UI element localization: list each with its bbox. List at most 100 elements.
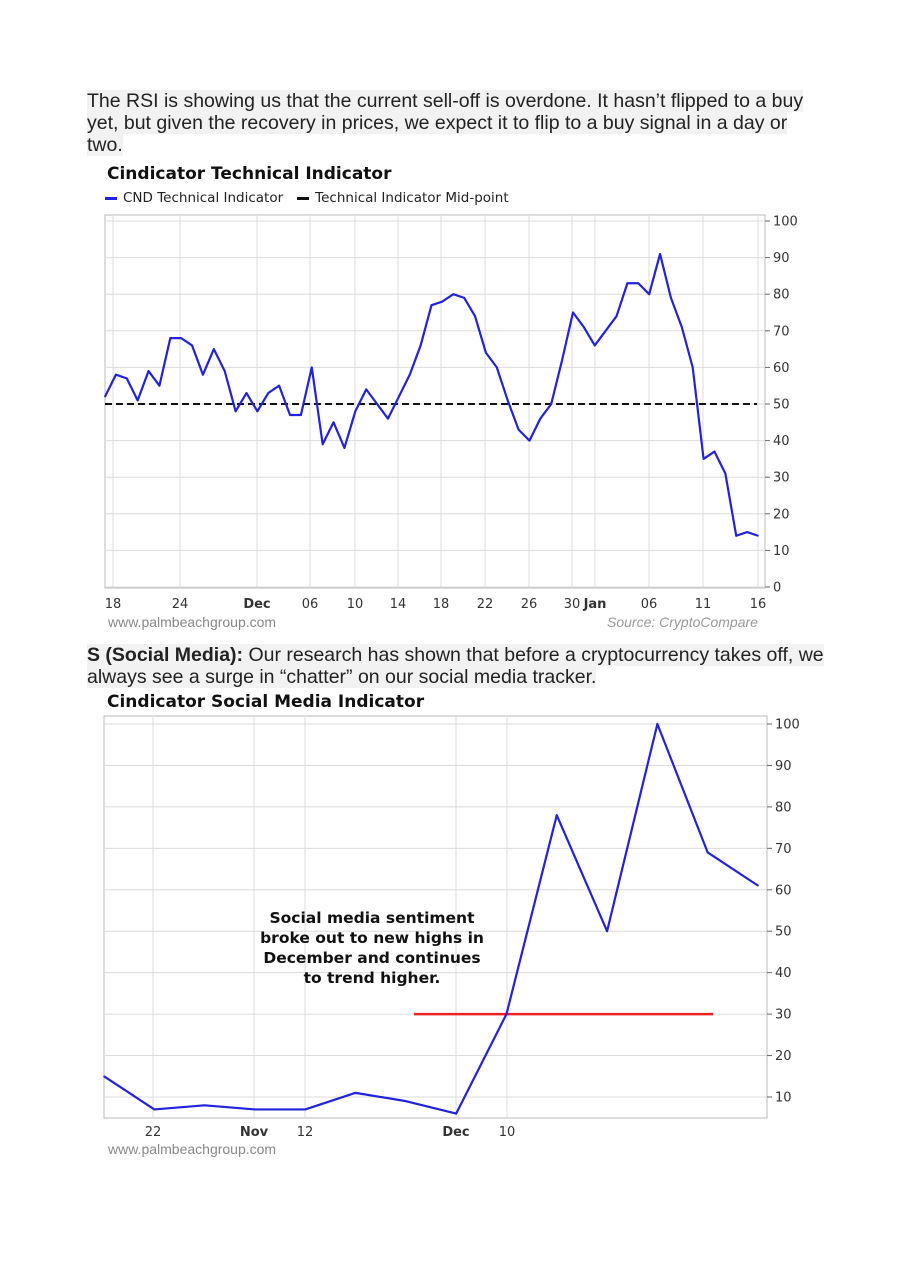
data-point [746,531,748,533]
y-tick-label: 30 [773,471,790,486]
y-tick-label: 60 [775,883,792,898]
data-point [757,534,759,537]
y-tick-label: 40 [775,966,792,981]
x-tick-label: 16 [750,597,767,612]
x-tick-label: 18 [105,597,122,612]
legend-item-cnd: CND Technical Indicator [105,190,283,206]
data-point [496,366,498,369]
data-point [153,1108,156,1111]
social-indicator-line [103,722,759,1115]
data-point [670,297,672,299]
data-point [136,399,139,402]
data-point [474,315,476,317]
legend-swatch-midpoint [297,196,310,200]
data-point [332,421,335,424]
social-media-indicator-chart: 22 Nov 12 Dec 10 10 20 30 40 50 60 70 80 90 100 [103,715,800,1140]
data-point [125,377,128,380]
x-tick-label: Dec [243,597,270,612]
data-point [517,428,520,431]
y-tick-label: 90 [773,251,790,266]
data-point [203,1104,206,1107]
data-point [300,414,302,416]
x-tick-label: 06 [641,597,658,612]
data-point [158,384,161,387]
data-point [354,410,357,413]
x-tick-label: 12 [297,1125,314,1140]
data-point [354,1092,357,1094]
data-point [757,884,759,887]
x-tick-label: Nov [240,1125,269,1140]
data-point [408,373,411,376]
social-media-paragraph: S (Social Media): Our research has shown… [87,644,827,688]
y-tick-label: 20 [775,1049,792,1064]
plot-area [103,715,768,1119]
technical-indicator-chart: 18 24 Dec 06 10 14 18 22 26 30 Jan 06 11 160102030405… [104,214,798,612]
x-tick-label: 10 [347,597,364,612]
data-point [321,443,324,446]
data-point [452,293,455,296]
data-point [180,337,182,339]
technical-chart-credit: www.palmbeachgroup.com [108,614,277,630]
technical-chart-title: Cindicator Technical Indicator [107,164,392,184]
data-point [463,297,465,299]
data-point [278,384,280,387]
data-point [713,450,716,453]
legend-item-midpoint: Technical Indicator Mid-point [297,190,509,206]
y-tick-label: 50 [775,925,792,940]
x-tick-label: 22 [145,1125,162,1140]
data-point [550,403,553,405]
plot-area [104,214,766,589]
y-tick-label: 80 [773,288,790,303]
data-point [659,253,661,255]
data-point [202,373,204,376]
data-point [505,1013,508,1015]
data-point [365,388,368,391]
x-tick-label: 14 [390,597,407,612]
data-point [706,851,709,854]
y-tick-label: 10 [773,544,790,559]
data-point [405,1100,407,1102]
data-point [606,930,608,933]
data-point [735,534,738,537]
y-tick-label: 0 [773,581,781,596]
data-point [267,392,270,394]
data-point [441,300,444,303]
legend-label-midpoint: Technical Indicator Mid-point [315,190,509,206]
data-point [555,814,558,816]
data-point [691,366,694,369]
social-chart-credit: www.palmbeachgroup.com [108,1141,277,1157]
data-point [234,410,237,413]
data-point [724,472,727,475]
data-point [387,417,389,420]
data-point [376,403,378,405]
data-point [419,344,422,347]
y-tick-label: 80 [775,800,792,815]
x-tick-label: 26 [521,597,538,612]
data-point [304,1108,307,1111]
technical-chart-legend: CND Technical Indicator Technical Indica… [105,190,509,206]
y-tick-label: 70 [773,324,790,339]
data-point [398,395,400,398]
data-point [104,395,106,398]
social-media-heading: S (Social Media): [87,644,244,666]
social-chart-title: Cindicator Social Media Indicator [107,692,425,712]
x-tick-label: Dec [442,1125,469,1140]
data-point [191,344,193,347]
data-point [256,410,259,413]
data-point [223,370,226,372]
y-tick-label: 90 [775,759,792,774]
legend-swatch-cnd [105,196,117,200]
y-tick-label: 30 [775,1008,792,1023]
data-point [528,439,531,442]
data-point [103,1075,105,1078]
data-point [506,399,509,402]
data-point [604,330,607,332]
data-point [583,326,585,328]
x-tick-label: 11 [695,597,712,612]
data-point [485,351,487,354]
data-point [626,282,629,285]
y-tick-label: 100 [775,718,800,733]
data-point [115,373,117,376]
x-tick-label: 30 [564,597,581,612]
x-tick-label: 06 [302,597,319,612]
